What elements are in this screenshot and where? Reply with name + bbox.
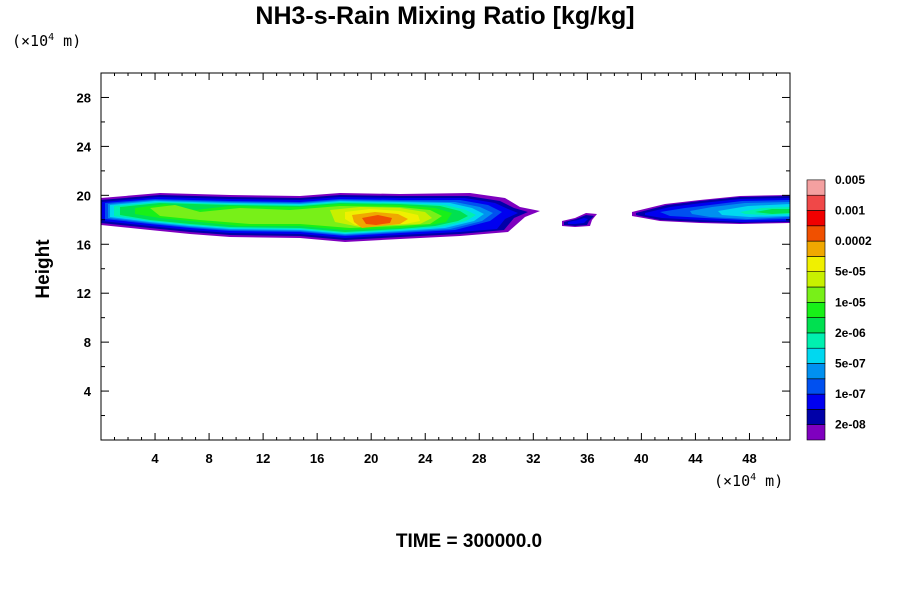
band-right (632, 195, 790, 224)
chart-title: NH3-s-Rain Mixing Ratio [kg/kg] (255, 2, 635, 30)
band-small (562, 213, 597, 227)
y-tick-label: 28 (77, 90, 91, 105)
x-tick-label: 44 (688, 451, 703, 466)
y-tick-label: 16 (77, 237, 91, 252)
colorbar-swatch (806, 347, 826, 364)
colorbar-label: 5e-07 (835, 357, 866, 371)
colorbar-label: 5e-05 (835, 265, 866, 279)
x-tick-label: 4 (151, 451, 159, 466)
colorbar-swatch (806, 194, 826, 211)
colorbar-swatch (806, 225, 826, 242)
band-main (101, 193, 540, 242)
colorbar-swatch (806, 301, 826, 318)
colorbar-label: 2e-06 (835, 326, 866, 340)
y-tick-label: 12 (77, 286, 91, 301)
x-tick-label: 28 (472, 451, 486, 466)
y-tick-label: 20 (77, 188, 91, 203)
band-right-lvl-7 (755, 209, 790, 214)
colorbar-swatch (806, 286, 826, 303)
y-tick-label: 8 (84, 335, 91, 350)
colorbar: 2e-08 1e-07 5e-07 2e-06 1e-05 5e-05 0.0002 0.00… (806, 173, 872, 441)
colorbar-label: 2e-08 (835, 418, 866, 432)
colorbar-label: 1e-07 (835, 387, 866, 401)
band-small-lvl-2 (568, 218, 588, 224)
colorbar-swatch (806, 332, 826, 349)
x-tick-label: 24 (418, 451, 433, 466)
colorbar-label: 0.005 (835, 173, 865, 187)
colorbar-swatch (806, 317, 826, 334)
x-tick-label: 48 (742, 451, 756, 466)
y-tick-label: 24 (77, 139, 92, 154)
x-tick-label: 16 (310, 451, 324, 466)
time-footer: TIME = 300000.0 (395, 531, 543, 552)
x-tick-label: 20 (364, 451, 378, 466)
mixing-ratio-field (101, 193, 790, 242)
y-axis-unit: (×104 m) (12, 32, 82, 50)
band-main-lvl-13 (362, 215, 392, 225)
colorbar-swatch (806, 378, 826, 395)
x-tick-label: 40 (634, 451, 648, 466)
colorbar-swatch (806, 363, 826, 380)
colorbar-label: 0.0002 (835, 234, 872, 248)
colorbar-swatch (806, 210, 826, 227)
colorbar-swatch (806, 271, 826, 288)
plot-frame (100, 72, 791, 441)
colorbar-label: 1e-05 (835, 295, 866, 309)
x-tick-label: 8 (205, 451, 212, 466)
x-tick-label: 32 (526, 451, 540, 466)
colorbar-swatch (806, 179, 826, 196)
colorbar-swatch (806, 424, 826, 441)
y-tick-label: 4 (84, 384, 92, 399)
x-tick-label: 12 (256, 451, 270, 466)
colorbar-label: 0.001 (835, 204, 865, 218)
colorbar-swatch (806, 393, 826, 410)
colorbar-swatch (806, 256, 826, 272)
colorbar-swatch (806, 409, 826, 425)
x-tick-label: 36 (580, 451, 594, 466)
colorbar-swatch (806, 240, 826, 257)
x-axis-unit: (×104 m) (714, 472, 784, 490)
